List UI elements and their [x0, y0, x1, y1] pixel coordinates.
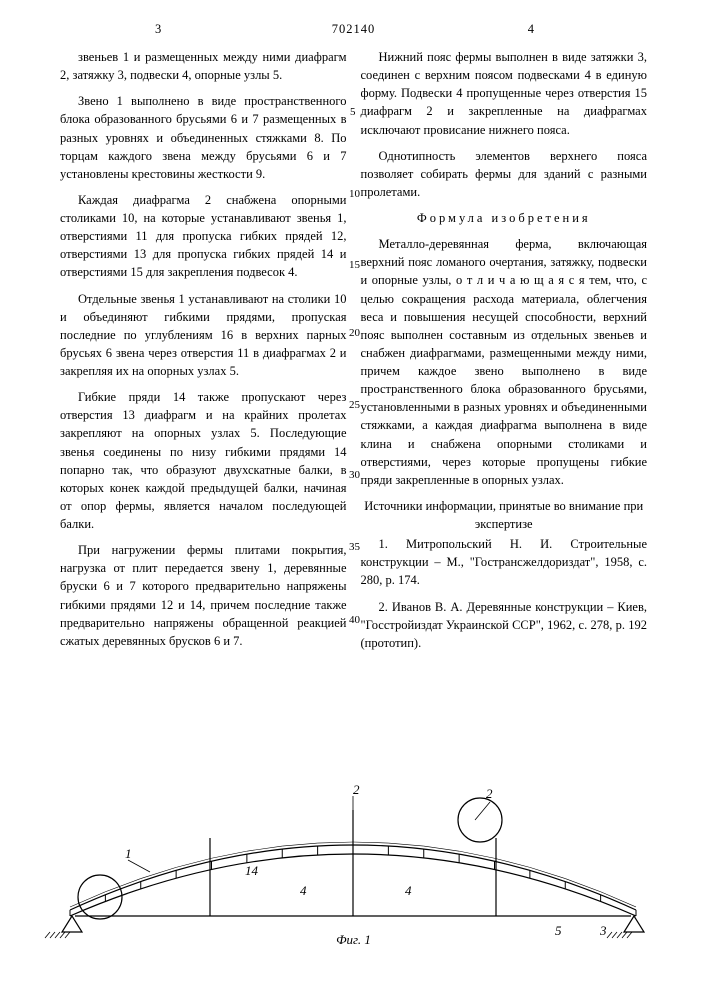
- formula-title: Формула изобретения: [361, 209, 648, 227]
- svg-text:1: 1: [125, 846, 132, 861]
- svg-text:4: 4: [405, 883, 412, 898]
- para: Однотипность элементов верхнего пояса по…: [361, 147, 648, 201]
- para: 1. Митропольский Н. И. Строительные конс…: [361, 535, 648, 589]
- page-number-left: 3: [155, 20, 161, 38]
- line-number: 5: [350, 105, 356, 121]
- para: Отдельные звенья 1 устанавливают на стол…: [60, 290, 347, 381]
- para: Звено 1 выполнено в виде пространственно…: [60, 92, 347, 183]
- text-columns: звеньев 1 и размещенных между ними диафр…: [0, 40, 707, 660]
- left-column: звеньев 1 и размещенных между ними диафр…: [60, 48, 347, 660]
- line-number: 25: [349, 398, 360, 414]
- line-number: 15: [349, 258, 360, 274]
- document-number: 702140: [332, 20, 376, 38]
- para: Металло-деревянная ферма, включающая вер…: [361, 235, 648, 489]
- para: Гибкие пряди 14 также пропускают через о…: [60, 388, 347, 533]
- line-number: 35: [349, 540, 360, 556]
- para: звеньев 1 и размещенных между ними диафр…: [60, 48, 347, 84]
- line-number: 20: [349, 326, 360, 342]
- page-header: 3 702140 4: [0, 0, 707, 40]
- line-number: 10: [349, 187, 360, 203]
- svg-text:5: 5: [555, 923, 562, 938]
- svg-text:3: 3: [599, 923, 607, 938]
- svg-text:14: 14: [245, 863, 259, 878]
- para: Нижний пояс фермы выполнен в виде затяжк…: [361, 48, 648, 139]
- para: При нагружении фермы плитами покрытия, н…: [60, 541, 347, 650]
- figure-1: 2 2 1 14 4 4 5 3 Фиг. 1: [0, 720, 707, 980]
- right-column: Нижний пояс фермы выполнен в виде затяжк…: [361, 48, 648, 660]
- svg-text:2: 2: [486, 786, 493, 801]
- para: 2. Иванов В. А. Деревянные конструкции –…: [361, 598, 648, 652]
- figure-label: Фиг. 1: [336, 931, 371, 950]
- sources-title: Источники информации, принятые во вниман…: [361, 497, 648, 533]
- svg-text:4: 4: [300, 883, 307, 898]
- svg-text:2: 2: [353, 782, 360, 797]
- line-number: 30: [349, 468, 360, 484]
- page-number-right: 4: [528, 20, 534, 38]
- para: Каждая диафрагма 2 снабжена опорными сто…: [60, 191, 347, 282]
- line-number: 40: [349, 613, 360, 629]
